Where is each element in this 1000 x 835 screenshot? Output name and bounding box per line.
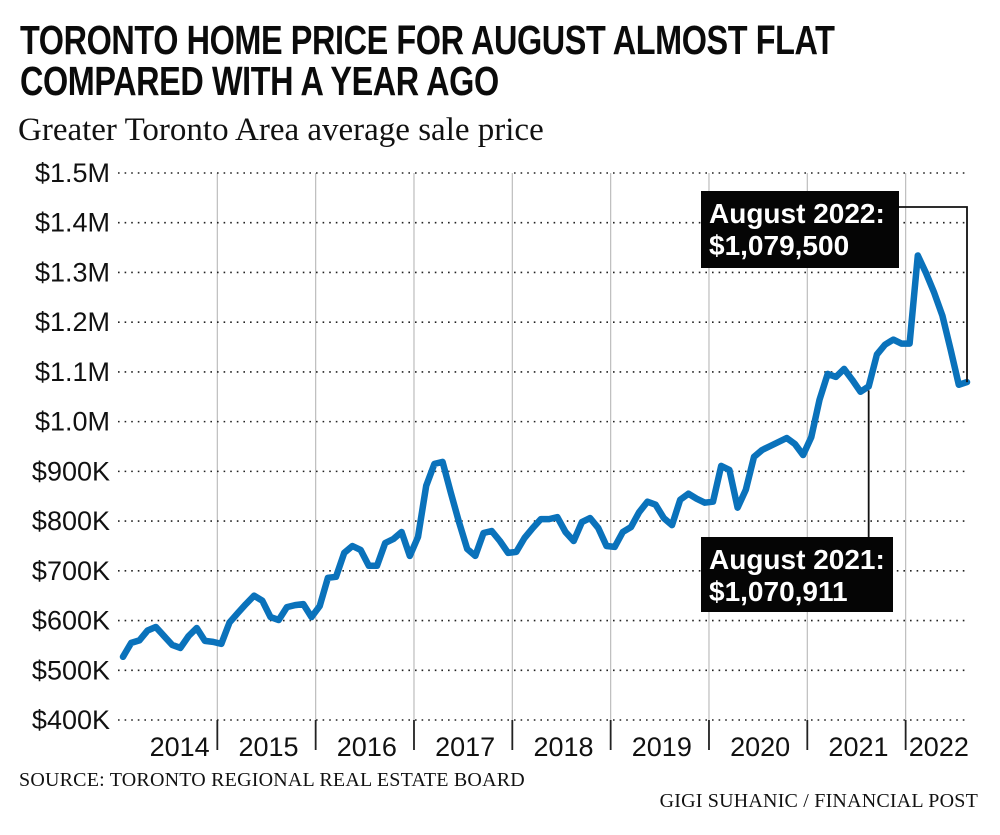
chart-title: TORONTO HOME PRICE FOR AUGUST ALMOST FLA… (20, 20, 835, 102)
y-tick-label: $600K (32, 606, 110, 636)
y-tick-label: $800K (32, 506, 110, 536)
x-tick-label: 2021 (828, 732, 888, 762)
x-tick-label: 2017 (435, 732, 495, 762)
x-tick-label: 2014 (150, 732, 210, 762)
annotation-box (701, 191, 899, 268)
y-tick-label: $1.5M (35, 158, 110, 188)
y-tick-label: $1.0M (35, 407, 110, 437)
y-tick-label: $1.4M (35, 208, 110, 238)
series-line (119, 252, 971, 661)
annotation-value: $1,070,911 (709, 576, 848, 607)
y-tick-label: $1.3M (35, 257, 110, 287)
annotation-callout: August 2021:$1,070,911 (701, 537, 893, 612)
y-tick-label: $500K (32, 655, 110, 685)
x-tick-label: 2020 (730, 732, 790, 762)
annotation-value: $1,079,500 (709, 230, 849, 261)
x-tick-label: 2018 (533, 732, 593, 762)
annotation-leader-line (899, 206, 968, 383)
x-tick-label: 2015 (238, 732, 298, 762)
y-tick-label: $900K (32, 456, 110, 486)
chart-title-line1: TORONTO HOME PRICE FOR AUGUST ALMOST FLA… (20, 17, 835, 63)
y-tick-label: $700K (32, 556, 110, 586)
x-tick-label: 2019 (632, 732, 692, 762)
annotations-layer: August 2022:$1,079,500 August 2021:$1,070… (701, 191, 968, 612)
y-tick-label: $1.1M (35, 357, 110, 387)
annotation-box (701, 537, 893, 612)
annotation-label: August 2021: (709, 544, 885, 575)
x-tick-label: 2016 (337, 732, 397, 762)
x-tick-label: 2022 (909, 732, 969, 762)
x-axis-ticks: 2014 2015 2016 2017 2018 2019 2020 2021 2022 (150, 732, 969, 762)
credit-note: GIGI SUHANIC / FINANCIAL POST (659, 790, 978, 812)
y-axis-ticks: $400K $500K $600K $700K $800K $900K $1.0M $1.1M… (32, 158, 110, 735)
chart-subtitle: Greater Toronto Area average sale price (18, 112, 544, 148)
y-tick-label: $1.2M (35, 307, 110, 337)
source-note: SOURCE: TORONTO REGIONAL REAL ESTATE BOA… (19, 769, 525, 791)
chart-title-line2: COMPARED WITH A YEAR AGO (20, 58, 499, 104)
annotation-label: August 2022: (709, 198, 885, 229)
y-tick-label: $400K (32, 705, 110, 735)
annotation-callout: August 2022:$1,079,500 (701, 191, 899, 268)
series-layer (119, 252, 971, 661)
